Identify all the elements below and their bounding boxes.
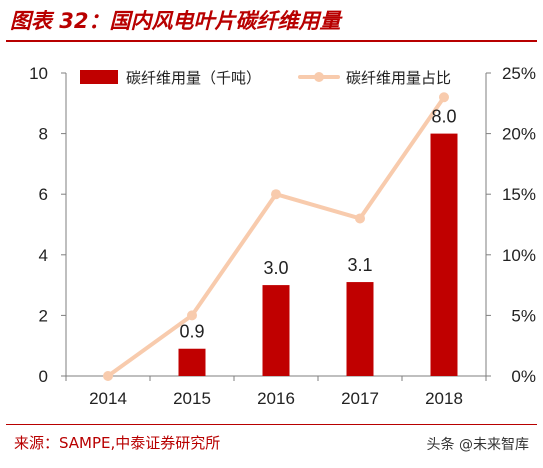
legend-line-marker <box>314 72 324 82</box>
y-right-tick-label: 15% <box>502 185 536 204</box>
legend: 碳纤维用量（千吨） 碳纤维用量占比 <box>80 69 451 87</box>
bar-data-label: 3.0 <box>263 258 288 278</box>
bar-data-label: 3.1 <box>347 255 372 275</box>
y-left-tick-label: 4 <box>39 246 48 265</box>
bar-data-label: 0.9 <box>179 322 204 342</box>
y-right-tick-label: 25% <box>502 64 536 83</box>
y-left-tick-label: 0 <box>39 367 48 386</box>
line-point <box>103 371 113 381</box>
y-right-tick-label: 10% <box>502 246 536 265</box>
line-point <box>187 310 197 321</box>
bar-data-label: 8.0 <box>431 107 456 127</box>
data-labels: 0.9 3.0 3.1 8.0 <box>179 107 456 342</box>
y-right-tick-label: 5% <box>511 306 536 325</box>
chart: 0 2 4 6 8 10 0% 5% 10% 15% 20% 25% 2014 2015 2016 2017 2… <box>29 64 536 408</box>
line-point <box>439 92 449 103</box>
bar <box>346 282 374 376</box>
title-divider <box>6 40 537 42</box>
bar <box>178 348 206 376</box>
legend-bar-label: 碳纤维用量（千吨） <box>126 69 261 87</box>
x-tick-label: 2015 <box>173 389 211 408</box>
line-point <box>271 189 281 200</box>
y-left-tick-label: 2 <box>39 306 48 325</box>
legend-line-label: 碳纤维用量占比 <box>346 69 451 87</box>
source-divider <box>6 424 537 425</box>
y-right-tick-label: 0% <box>511 367 536 386</box>
bar <box>430 133 458 376</box>
x-tick-label: 2016 <box>257 389 295 408</box>
watermark: 头条 @未来智库 <box>426 437 529 453</box>
x-tick-label: 2014 <box>89 389 127 408</box>
figure-title: 图表 32：国内风电叶片碳纤维用量 <box>10 9 341 33</box>
legend-bar-swatch <box>80 70 118 84</box>
axes: 0 2 4 6 8 10 0% 5% 10% 15% 20% 25% 2014 2015 2016 2017 2… <box>29 64 536 408</box>
y-left-tick-label: 6 <box>39 185 48 204</box>
bar-series <box>178 133 458 376</box>
source-note: 来源：SAMPE,中泰证券研究所 <box>14 434 221 452</box>
y-left-tick-label: 8 <box>39 125 48 144</box>
line-point <box>355 213 365 224</box>
line-series <box>103 92 449 381</box>
y-left-tick-label: 10 <box>29 64 48 83</box>
bar <box>262 285 290 376</box>
x-tick-label: 2018 <box>425 389 463 408</box>
y-right-tick-label: 20% <box>502 125 536 144</box>
x-tick-label: 2017 <box>341 389 379 408</box>
